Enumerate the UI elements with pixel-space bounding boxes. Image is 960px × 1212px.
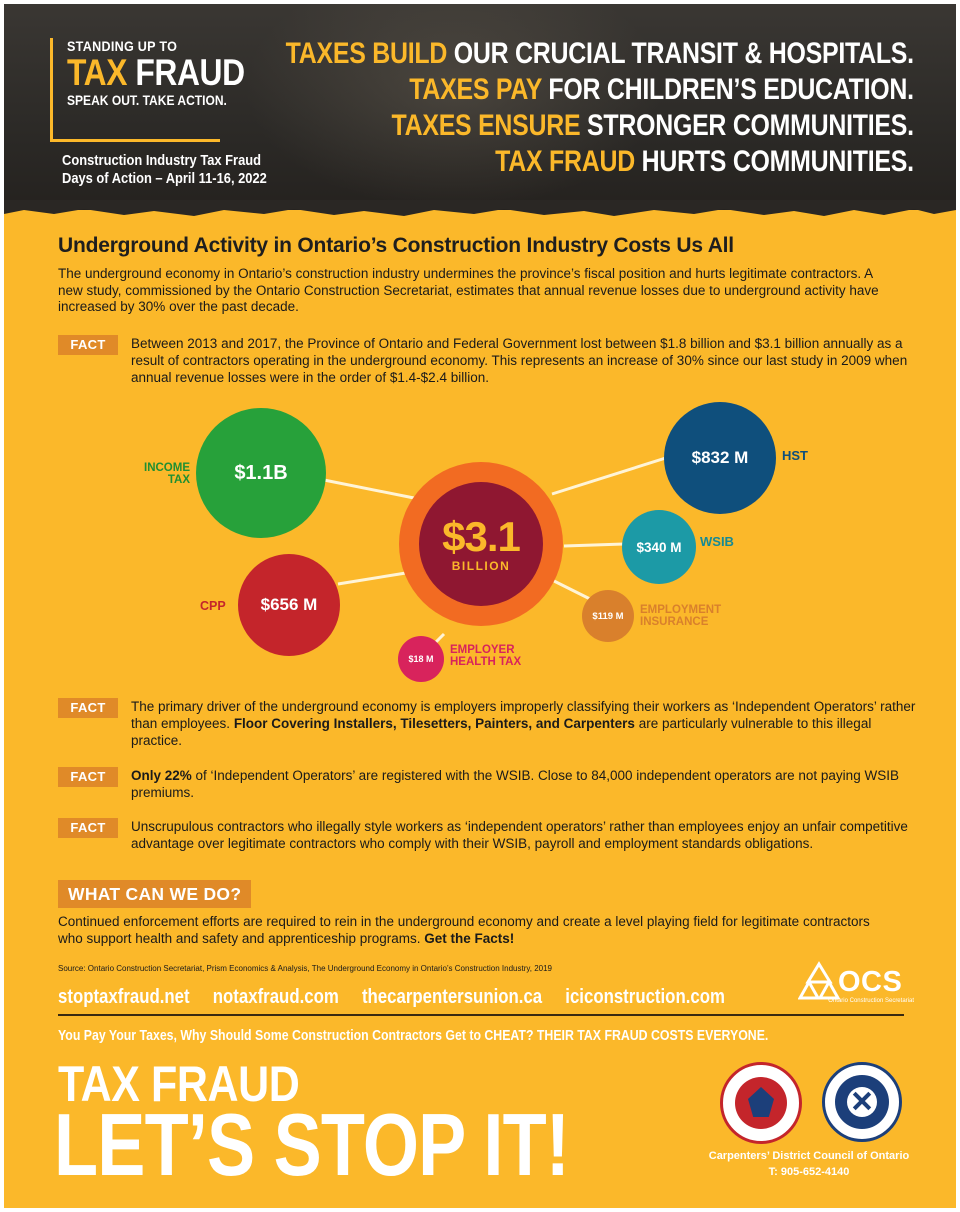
- total-loss-bubble: $3.1 BILLION: [419, 482, 543, 606]
- wsib-label: WSIB: [700, 534, 734, 549]
- hst-bubble: $832 M: [664, 402, 776, 514]
- header-banner: STANDING UP TO TAX FRAUD SPEAK OUT. TAKE…: [4, 4, 956, 210]
- logo-line1: STANDING UP TO: [67, 38, 178, 54]
- action-paragraph: Continued enforcement efforts are requir…: [58, 914, 870, 946]
- headline: TAXES ENSURE STRONGER COMMUNITIES.: [391, 109, 915, 142]
- employer-health-tax-label: EMPLOYER HEALTH TAX: [450, 644, 522, 668]
- intro-paragraph: The underground economy in Ontario’s con…: [58, 266, 879, 314]
- council-name: Carpenters’ District Council of Ontario: [708, 1150, 910, 1162]
- footer-heading-tax-fraud: TAX FRAUD: [58, 1056, 300, 1112]
- total-loss-value: $3.1: [442, 513, 521, 560]
- link-notaxfraud[interactable]: notaxfraud.com: [212, 986, 339, 1008]
- divider: [58, 1014, 904, 1016]
- ocs-logo: OCS Ontario Construction Secretariat: [794, 956, 914, 1006]
- employment-insurance-bubble: $119 M: [582, 590, 634, 642]
- link-stoptaxfraud[interactable]: stoptaxfraud.net: [58, 986, 190, 1008]
- headline: TAXES PAY FOR CHILDREN’S EDUCATION.: [409, 73, 914, 106]
- logo-line2: TAX FRAUD: [67, 52, 245, 93]
- total-loss-unit: BILLION: [451, 559, 511, 573]
- days-of-action: Construction Industry Tax Fraud Days of …: [62, 152, 267, 187]
- tax-fraud-logo: STANDING UP TO TAX FRAUD SPEAK OUT. TAKE…: [50, 38, 245, 142]
- website-links: stoptaxfraud.net notaxfraud.com thecarpe…: [58, 986, 743, 1009]
- footer-heading-stop-it: LET’S STOP IT!: [54, 1095, 570, 1194]
- ocs-name: OCS: [838, 966, 903, 998]
- link-iciconstruction[interactable]: iciconstruction.com: [565, 986, 725, 1008]
- employer-health-tax-bubble: $18 M: [398, 636, 444, 682]
- ocs-emblem-icon: [798, 961, 840, 1000]
- council-phone: T: 905-652-4140: [768, 1166, 850, 1178]
- revenue-loss-bubble-chart: $3.1 BILLION $1.1B INCOME TAX $832 M HST …: [4, 394, 956, 684]
- connector-lines: [323, 454, 673, 644]
- wsib-bubble: $340 M: [622, 510, 696, 584]
- headline-list: TAXES BUILD OUR CRUCIAL TRANSIT & HOSPIT…: [157, 36, 914, 180]
- torn-paper-edge: [4, 200, 956, 216]
- fact-text-2: The primary driver of the underground ec…: [131, 699, 916, 748]
- total-loss-ring: $3.1 BILLION: [399, 462, 563, 626]
- cpp-label: CPP: [200, 599, 226, 613]
- income-tax-bubble: $1.1B: [196, 408, 326, 538]
- fact-badge: FACT: [58, 767, 118, 787]
- source-citation: Source: Ontario Construction Secretariat…: [58, 964, 553, 973]
- carpenters-union-seal-icon: [720, 1062, 802, 1144]
- flyer-page: STANDING UP TO TAX FRAUD SPEAK OUT. TAKE…: [4, 4, 956, 1208]
- hst-label: HST: [782, 448, 808, 463]
- lathing-union-seal-icon: [822, 1062, 902, 1142]
- council-contact: Carpenters’ District Council of Ontario …: [704, 1148, 914, 1180]
- fact-text-4: Unscrupulous contractors who illegally s…: [131, 819, 908, 851]
- link-carpentersunion[interactable]: thecarpentersunion.ca: [361, 986, 543, 1008]
- page-title: Underground Activity in Ontario’s Constr…: [58, 234, 734, 257]
- income-tax-label: INCOME TAX: [144, 462, 190, 486]
- fact-text-3: Only 22% of ‘Independent Operators’ are …: [131, 768, 899, 800]
- fact-badge: FACT: [58, 818, 118, 838]
- cpp-bubble: $656 M: [238, 554, 340, 656]
- fact-badge: FACT: [58, 335, 118, 355]
- ocs-subtitle: Ontario Construction Secretariat: [828, 998, 914, 1004]
- fact-text-1: Between 2013 and 2017, the Province of O…: [131, 336, 908, 385]
- fact-badge: FACT: [58, 698, 118, 718]
- headline: TAXES BUILD OUR CRUCIAL TRANSIT & HOSPIT…: [285, 37, 914, 70]
- logo-line3: SPEAK OUT. TAKE ACTION.: [67, 92, 227, 108]
- headline: TAX FRAUD HURTS COMMUNITIES.: [495, 145, 914, 178]
- what-can-we-do-heading: WHAT CAN WE DO?: [58, 880, 252, 908]
- tagline: You Pay Your Taxes, Why Should Some Cons…: [58, 1028, 769, 1044]
- employment-insurance-label: EMPLOYMENT INSURANCE: [640, 604, 722, 628]
